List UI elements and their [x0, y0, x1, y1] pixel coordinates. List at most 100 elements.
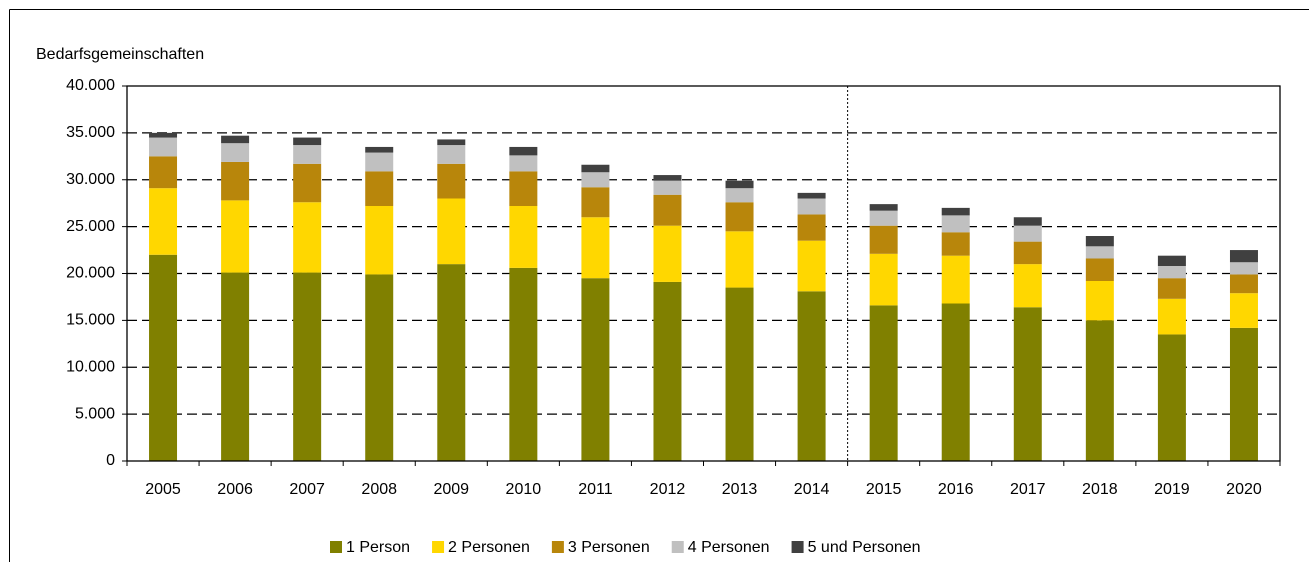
- x-tick-label: 2006: [217, 481, 253, 498]
- bar-segment: [293, 163, 322, 203]
- x-tick-label: 2018: [1082, 481, 1118, 498]
- bar-segment: [869, 210, 898, 226]
- bar-segment: [797, 214, 826, 241]
- bar-segment: [149, 188, 178, 255]
- bar-segment: [1013, 217, 1042, 226]
- bar-segment: [725, 202, 754, 232]
- bar-segment: [437, 145, 466, 164]
- bar-segment: [653, 180, 682, 195]
- bar-segment: [1013, 225, 1042, 242]
- bar-segment: [1085, 258, 1114, 281]
- bar-segment: [1229, 327, 1258, 461]
- bar-segment: [1157, 266, 1186, 279]
- bar-segment: [1229, 274, 1258, 294]
- bar-segment: [437, 163, 466, 199]
- bar-segment: [653, 281, 682, 461]
- x-tick-label: 2008: [361, 481, 397, 498]
- bar-segment: [941, 303, 970, 461]
- bar-segment: [1157, 334, 1186, 461]
- bar-segment: [437, 264, 466, 461]
- bar-segment: [221, 135, 250, 144]
- legend-swatch: [791, 541, 804, 553]
- bar-segment: [581, 217, 610, 279]
- legend-label: 5 und Personen: [808, 539, 921, 556]
- bar-segment: [149, 132, 178, 138]
- bar-segment: [149, 156, 178, 189]
- bar-segment: [581, 172, 610, 188]
- bar-segment: [1085, 236, 1114, 247]
- bar-segment: [1157, 278, 1186, 299]
- bar-segment: [293, 272, 322, 461]
- bar-segment: [1085, 281, 1114, 321]
- bar-segment: [581, 278, 610, 461]
- bar-segment: [797, 198, 826, 215]
- bar-segment: [365, 152, 394, 172]
- bar-segment: [1229, 262, 1258, 275]
- x-tick-label: 2012: [650, 481, 686, 498]
- bar-segment: [869, 225, 898, 254]
- bar-segment: [509, 171, 538, 206]
- bar-segment: [1013, 264, 1042, 308]
- bar-segment: [797, 291, 826, 461]
- legend-swatch: [330, 541, 342, 553]
- bar-segment: [725, 180, 754, 189]
- x-tick-label: 2013: [722, 481, 758, 498]
- x-tick-label: 2020: [1226, 481, 1262, 498]
- y-axis-title: Bedarfsgemeinschaften: [36, 46, 204, 63]
- bar-segment: [653, 194, 682, 226]
- x-tick-label: 2007: [289, 481, 325, 498]
- bar-segment: [869, 204, 898, 211]
- bar-segment: [437, 139, 466, 146]
- x-tick-label: 2015: [866, 481, 902, 498]
- legend-label: 1 Person: [346, 539, 410, 556]
- bar-segment: [869, 253, 898, 306]
- bar-segment: [293, 145, 322, 164]
- bar-segment: [365, 274, 394, 461]
- bar-segment: [869, 305, 898, 461]
- bar-segment: [221, 200, 250, 273]
- bar-segment: [365, 171, 394, 206]
- y-tick-label: 0: [106, 452, 115, 469]
- x-tick-label: 2005: [145, 481, 181, 498]
- bar-segment: [725, 231, 754, 288]
- bar-segment: [725, 188, 754, 203]
- y-tick-label: 20.000: [66, 265, 115, 282]
- bar-segment: [293, 202, 322, 273]
- bar-segment: [1157, 298, 1186, 335]
- legend-swatch: [671, 541, 684, 553]
- legend-swatch: [551, 541, 564, 553]
- bar-segment: [365, 146, 394, 153]
- bar-segment: [509, 155, 538, 172]
- bar-segment: [221, 143, 250, 162]
- bar-segment: [1085, 246, 1114, 259]
- bar-segment: [653, 175, 682, 181]
- bar-segment: [221, 272, 250, 461]
- bar-segment: [941, 232, 970, 256]
- x-tick-label: 2010: [506, 481, 542, 498]
- legend-label: 2 Personen: [448, 539, 530, 556]
- bar-segment: [653, 225, 682, 282]
- y-tick-label: 30.000: [66, 171, 115, 188]
- bar-segment: [293, 137, 322, 146]
- x-tick-label: 2014: [794, 481, 830, 498]
- y-tick-label: 25.000: [66, 218, 115, 235]
- y-tick-label: 15.000: [66, 312, 115, 329]
- bar-segment: [221, 161, 250, 201]
- bar-segment: [1085, 320, 1114, 461]
- bar-segment: [509, 206, 538, 268]
- bar-segment: [725, 287, 754, 461]
- bar-segment: [509, 146, 538, 156]
- legend-label: 3 Personen: [568, 539, 650, 556]
- legend-swatch: [432, 541, 445, 553]
- bar-segment: [1013, 307, 1042, 461]
- bar-segment: [365, 206, 394, 275]
- bar-segment: [437, 198, 466, 265]
- x-tick-label: 2011: [578, 481, 613, 498]
- x-tick-label: 2009: [433, 481, 469, 498]
- x-tick-label: 2017: [1010, 481, 1046, 498]
- bar-segment: [941, 207, 970, 216]
- bar-segment: [1013, 241, 1042, 265]
- bar-segment: [1229, 250, 1258, 263]
- bar-segment: [941, 255, 970, 304]
